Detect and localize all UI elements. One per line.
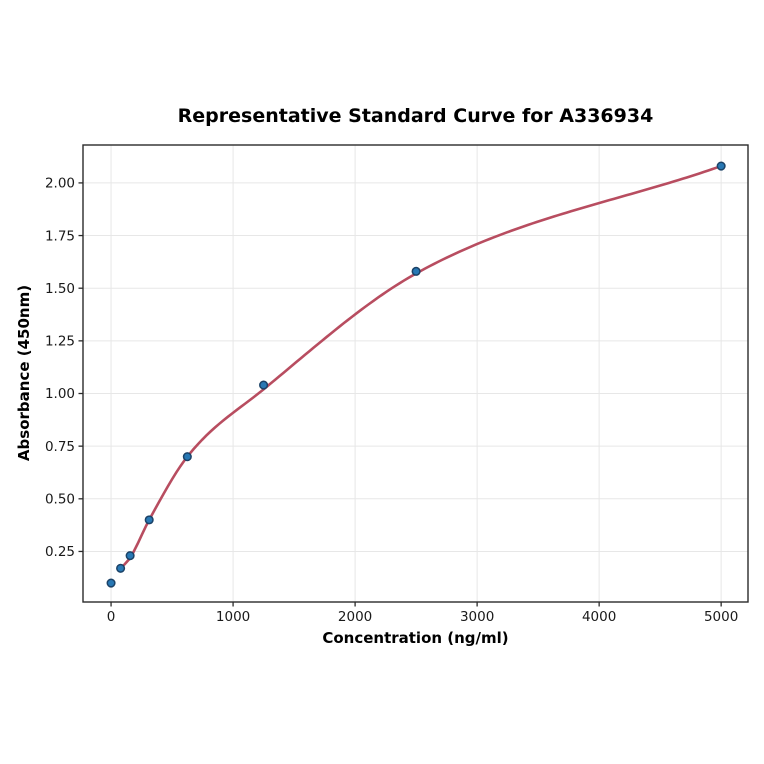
- y-tick-label-0.25: 0.25: [45, 544, 75, 560]
- y-tick-label-1.25: 1.25: [45, 334, 75, 350]
- x-tick-label-3000: 3000: [460, 609, 494, 625]
- data-point-312.5: [144, 515, 154, 525]
- y-tick-label-1.00: 1.00: [45, 386, 75, 402]
- x-tick-label-1000: 1000: [216, 609, 250, 625]
- x-tick-label-4000: 4000: [582, 609, 616, 625]
- y-tick-label-1.75: 1.75: [45, 228, 75, 244]
- data-point-5000: [716, 161, 726, 171]
- fit-curve-line: [119, 164, 723, 570]
- y-tick-label-0.50: 0.50: [45, 492, 75, 508]
- data-point-0: [106, 578, 116, 588]
- plot-border: [82, 144, 749, 603]
- data-point-2500: [411, 266, 421, 276]
- data-point-78.125: [116, 563, 126, 573]
- x-tick-label-2000: 2000: [338, 609, 372, 625]
- x-axis-label: Concentration (ng/ml): [322, 629, 509, 647]
- x-tick-label-0: 0: [107, 609, 116, 625]
- data-point-1250: [259, 380, 269, 390]
- y-axis-label: Absorbance (450nm): [15, 284, 33, 462]
- chart-title: Representative Standard Curve for A33693…: [177, 105, 654, 127]
- y-tick-label-2.00: 2.00: [45, 176, 75, 192]
- data-point-156.25: [125, 551, 135, 561]
- y-tick-label-1.50: 1.50: [45, 281, 75, 297]
- x-tick-label-5000: 5000: [704, 609, 738, 625]
- data-point-625: [182, 452, 192, 462]
- y-tick-label-0.75: 0.75: [45, 439, 75, 455]
